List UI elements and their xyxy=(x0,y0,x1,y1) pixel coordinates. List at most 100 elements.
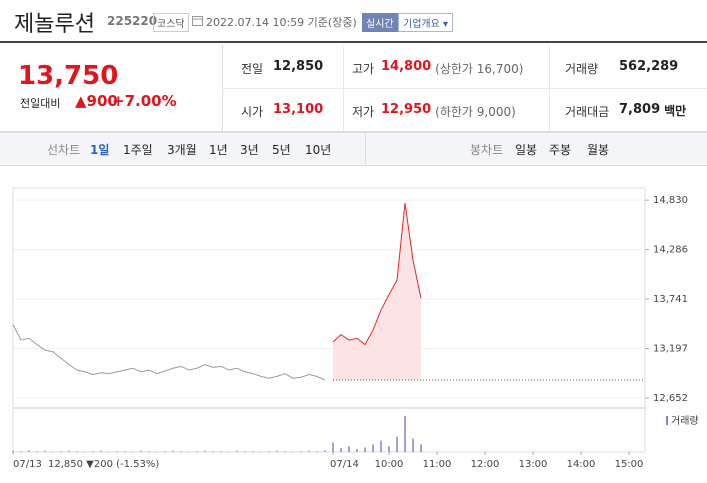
volume-bar xyxy=(116,451,118,452)
x-tick-label: 11:00 xyxy=(423,459,452,470)
company-info-label: 기업개요 xyxy=(403,19,440,30)
volume-bar xyxy=(12,450,14,452)
volume-legend: 거래량 xyxy=(671,415,699,427)
change: ▲900 xyxy=(75,92,118,110)
candle-tab[interactable]: 일봉 xyxy=(515,143,538,157)
x-tick-label: 10:00 xyxy=(375,459,404,470)
calendar-icon xyxy=(192,16,203,26)
quote-box: 13,750 전일대비 ▲900 +7.00% 전일 12,850 고가 14,800… xyxy=(0,45,707,132)
header-rule xyxy=(0,41,707,43)
volume-bar xyxy=(388,446,390,452)
period-tab[interactable]: 1년 xyxy=(209,143,228,157)
volume-bar xyxy=(308,450,310,452)
stat-label: 고가 xyxy=(352,62,375,76)
candle-tab[interactable]: 주봉 xyxy=(549,143,572,157)
volume-bar xyxy=(284,451,286,452)
y-tick-label: 14,286 xyxy=(653,245,688,256)
stat-label: 거래량 xyxy=(565,62,599,76)
y-tick-label: 14,830 xyxy=(653,195,688,206)
stat-unit: 백만 xyxy=(664,104,687,118)
volume-bar xyxy=(76,451,78,452)
x-tick-label: 14:00 xyxy=(567,459,596,470)
realtime-badge[interactable]: 실시간 xyxy=(362,13,398,32)
volume-bar xyxy=(340,448,342,452)
area xyxy=(333,202,421,381)
volume-bar xyxy=(244,451,246,452)
period-tab[interactable]: 1일 xyxy=(90,143,110,157)
stat-value: 7,809 xyxy=(619,102,661,117)
volume-bar xyxy=(28,450,30,452)
volume-legend-swatch xyxy=(666,416,668,425)
stat-value: 14,800 xyxy=(381,59,432,74)
volume-bar xyxy=(100,450,102,452)
volume-bar xyxy=(252,451,254,452)
period-tab[interactable]: 3개월 xyxy=(167,143,197,157)
stock-name: 제놀루션 xyxy=(14,12,95,37)
volume-bar xyxy=(404,415,406,452)
volume-bar xyxy=(276,450,278,452)
change-label: 전일대비 xyxy=(20,97,61,110)
volume-bar xyxy=(396,436,398,452)
volume-bar xyxy=(372,444,374,452)
x-tick-label: 07/14 xyxy=(330,459,359,470)
volume-bar xyxy=(148,451,150,452)
stat-label: 거래대금 xyxy=(565,105,610,119)
period-tab[interactable]: 3년 xyxy=(240,143,259,157)
volume-bar xyxy=(356,448,358,452)
volume-bar xyxy=(332,442,334,452)
volume-bar xyxy=(380,440,382,452)
change-pct: +7.00% xyxy=(112,92,177,110)
volume-bar xyxy=(236,450,238,452)
stat-value: 13,100 xyxy=(273,102,324,117)
price-line xyxy=(12,324,326,381)
price-line xyxy=(332,202,422,346)
x-tick-label: 13:00 xyxy=(519,459,548,470)
stat-label: 시가 xyxy=(241,105,264,119)
volume-bar xyxy=(124,451,126,452)
volume-bar xyxy=(220,451,222,452)
period-tab[interactable]: 10년 xyxy=(305,143,332,157)
y-tick-label: 13,197 xyxy=(653,344,688,355)
volume-bar xyxy=(420,444,422,452)
prev-info: 12,850 ▼200 (-1.53%) xyxy=(48,459,159,470)
volume-bar xyxy=(268,451,270,452)
stat-label: 저가 xyxy=(352,105,375,119)
volume-bar xyxy=(204,450,206,452)
volume-bar xyxy=(196,451,198,452)
volume-bar xyxy=(164,451,166,452)
line-chart-label: 선차트 xyxy=(47,143,81,157)
volume-bar xyxy=(180,451,182,452)
company-info-button[interactable]: 기업개요 ▾ xyxy=(398,13,454,32)
market-badge: 코스닥 xyxy=(153,13,189,32)
volume-bar xyxy=(172,450,174,452)
volume-bar xyxy=(412,438,414,452)
x-tick-label: 12:00 xyxy=(471,459,500,470)
volume-bar xyxy=(68,450,70,452)
stock-code: 225220 xyxy=(107,14,158,28)
volume-bar xyxy=(36,451,38,452)
stat-note: (하한가 9,000) xyxy=(435,105,516,119)
period-tab[interactable]: 1주일 xyxy=(123,143,153,157)
stat-value: 12,850 xyxy=(273,59,324,74)
candle-tab[interactable]: 월봉 xyxy=(587,143,610,157)
volume-bar xyxy=(92,451,94,452)
volume-bar xyxy=(60,451,62,452)
price: 13,750 xyxy=(18,61,119,91)
stat-note: (상한가 16,700) xyxy=(435,62,524,76)
volume-bar xyxy=(300,451,302,452)
y-tick-label: 13,741 xyxy=(653,294,688,305)
x-tick-label: 07/13 xyxy=(13,459,42,470)
volume-bar xyxy=(140,450,142,452)
period-tab[interactable]: 5년 xyxy=(272,143,291,157)
x-tick-label: 15:00 xyxy=(615,459,644,470)
volume-bar xyxy=(348,446,350,452)
volume-bar xyxy=(44,450,46,452)
stat-label: 전일 xyxy=(241,62,264,76)
stat-value: 12,950 xyxy=(381,102,432,117)
timestamp: 2022.07.14 10:59 기준(장중) xyxy=(206,16,357,29)
y-tick-label: 12,652 xyxy=(653,393,688,404)
stat-value: 562,289 xyxy=(619,59,679,74)
plot-frame xyxy=(12,187,646,453)
